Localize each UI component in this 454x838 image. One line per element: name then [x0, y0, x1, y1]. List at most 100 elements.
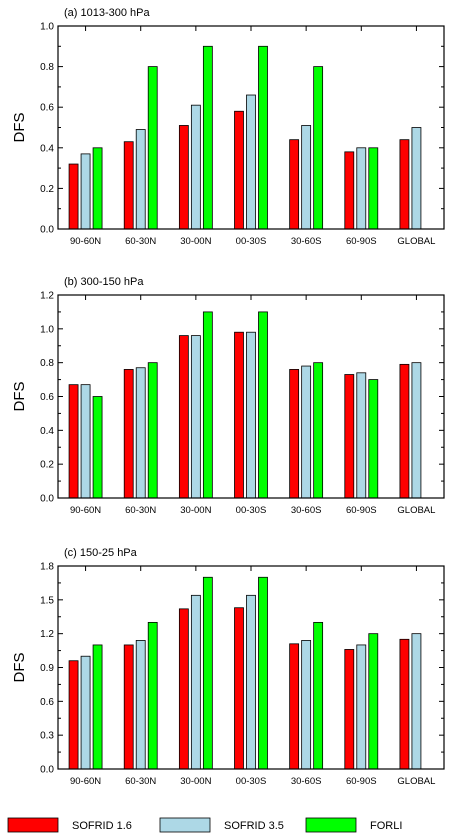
bar-sofrid-1-6-60-90s — [344, 649, 355, 770]
y-tick-label: 0.2 — [40, 184, 54, 195]
legend-label: SOFRID 3.5 — [224, 820, 284, 832]
panel-title: (a) 1013-300 hPa — [64, 7, 150, 19]
y-tick-label: 1.0 — [40, 22, 54, 33]
y-tick-label: 0.0 — [40, 225, 54, 236]
legend-swatch — [159, 817, 211, 833]
bar-forli-30-00n — [202, 45, 213, 230]
bar-sofrid-3-5-90-60n — [80, 384, 91, 499]
bar-sofrid-3-5-00-30s — [246, 594, 256, 770]
y-tick-label: 0.2 — [40, 460, 54, 471]
bar-forli-90-60n — [92, 396, 103, 499]
plot-frame — [57, 565, 445, 770]
plot-frame — [57, 294, 445, 499]
bar-forli-90-60n — [92, 644, 103, 770]
x-tick-label: 30-60S — [291, 505, 322, 516]
x-tick-label: 30-60S — [291, 776, 322, 787]
bar-sofrid-3-5-60-30n — [135, 129, 146, 230]
bar-sofrid-3-5-90-60n — [80, 153, 91, 230]
bar-sofrid-1-6-90-60n — [68, 384, 79, 499]
y-tick-label: 0.8 — [40, 62, 54, 73]
bar-forli-60-30n — [147, 362, 158, 499]
bar-sofrid-1-6-00-30s — [234, 607, 244, 770]
bar-forli-30-00n — [202, 576, 213, 770]
bar-sofrid-1-6-00-30s — [234, 110, 244, 230]
bar-sofrid-1-6-30-60s — [289, 643, 300, 770]
chart-legend: SOFRID 1.6 SOFRID 3.5 FORLI — [7, 817, 402, 833]
y-tick-label: 0.0 — [40, 765, 54, 776]
x-tick-label: 00-30S — [236, 505, 267, 516]
panel-title: (b) 300-150 hPa — [64, 276, 144, 288]
bar-forli-00-30s — [258, 576, 268, 770]
bar-sofrid-3-5-90-60n — [80, 655, 91, 770]
bar-sofrid-3-5-60-90s — [356, 147, 367, 230]
x-tick-label: 60-90S — [346, 236, 377, 247]
y-axis-label: DFS — [11, 382, 28, 412]
x-tick-label: 90-60N — [70, 776, 101, 787]
x-tick-label: 60-30N — [125, 776, 156, 787]
bar-sofrid-3-5-global — [411, 362, 422, 499]
bar-sofrid-1-6-30-60s — [289, 139, 300, 230]
legend-item-1: SOFRID 1.6 — [7, 817, 132, 833]
bar-forli-00-30s — [258, 311, 268, 499]
bar-sofrid-3-5-global — [411, 633, 422, 770]
x-tick-label: 30-00N — [180, 236, 211, 247]
bar-sofrid-1-6-global — [399, 638, 410, 770]
y-tick-label: 1.0 — [40, 324, 54, 335]
bar-forli-00-30s — [258, 45, 268, 230]
bar-sofrid-3-5-30-00n — [190, 594, 201, 770]
y-tick-label: 1.2 — [40, 629, 54, 640]
chart-panels: (a) 1013-300 hPa DFS 0.0 0.2 0.4 0.6 0.8 1.0 90-… — [11, 7, 445, 787]
bar-sofrid-1-6-60-30n — [123, 369, 134, 499]
chart-panel-3: (c) 150-25 hPa DFS 0.0 0.3 0.6 0.9 1.2 1.5 1.8 90… — [11, 547, 445, 787]
x-tick-label: 00-30S — [236, 776, 267, 787]
y-tick-label: 0.9 — [40, 663, 54, 674]
y-axis-label: DFS — [11, 113, 28, 143]
legend-item-3: FORLI — [305, 817, 402, 833]
x-tick-label: 60-30N — [125, 236, 156, 247]
y-axis-label: DFS — [11, 653, 28, 683]
x-tick-label: 90-60N — [70, 505, 101, 516]
plot-frame — [57, 25, 445, 230]
bar-forli-30-60s — [313, 362, 324, 499]
y-tick-label: 0.4 — [40, 143, 54, 154]
bar-sofrid-1-6-60-30n — [123, 141, 134, 230]
x-tick-label: 60-90S — [346, 776, 377, 787]
x-tick-label: 60-30N — [125, 505, 156, 516]
bar-sofrid-1-6-global — [399, 363, 410, 499]
x-tick-label: GLOBAL — [397, 236, 435, 247]
x-tick-label: 30-00N — [180, 505, 211, 516]
y-tick-label: 0.6 — [40, 103, 54, 114]
y-tick-label: 0.6 — [40, 697, 54, 708]
bar-sofrid-1-6-global — [399, 139, 410, 230]
bar-sofrid-1-6-00-30s — [234, 331, 244, 499]
bar-forli-90-60n — [92, 147, 103, 230]
legend-swatch — [7, 817, 59, 833]
legend-swatch — [305, 817, 357, 833]
bar-sofrid-3-5-30-60s — [301, 125, 312, 230]
y-tick-label: 0.4 — [40, 426, 54, 437]
bar-sofrid-1-6-60-30n — [123, 644, 134, 770]
legend-item-2: SOFRID 3.5 — [159, 817, 284, 833]
bar-forli-30-00n — [202, 311, 213, 499]
panel-title: (c) 150-25 hPa — [64, 547, 138, 559]
bar-sofrid-1-6-60-90s — [344, 374, 355, 499]
legend-label: FORLI — [370, 820, 402, 832]
bar-sofrid-1-6-30-00n — [178, 335, 189, 499]
y-tick-label: 0.6 — [40, 392, 54, 403]
bar-sofrid-3-5-global — [411, 127, 422, 230]
bar-sofrid-1-6-90-60n — [68, 660, 79, 770]
bar-sofrid-1-6-30-60s — [289, 369, 300, 499]
x-tick-label: 60-90S — [346, 505, 377, 516]
y-tick-label: 0.8 — [40, 358, 54, 369]
x-tick-label: 00-30S — [236, 236, 267, 247]
y-tick-label: 1.2 — [40, 291, 54, 302]
x-tick-label: GLOBAL — [397, 776, 435, 787]
bar-forli-30-60s — [313, 66, 324, 230]
bar-sofrid-3-5-30-60s — [301, 365, 312, 499]
bar-forli-60-90s — [368, 379, 379, 499]
bar-sofrid-3-5-60-30n — [135, 367, 146, 499]
chart-panel-2: (b) 300-150 hPa DFS 0.0 0.2 0.4 0.6 0.8 1.0 1.2 9… — [11, 276, 445, 516]
bar-forli-60-30n — [147, 621, 158, 770]
bar-sofrid-3-5-30-00n — [190, 104, 201, 230]
